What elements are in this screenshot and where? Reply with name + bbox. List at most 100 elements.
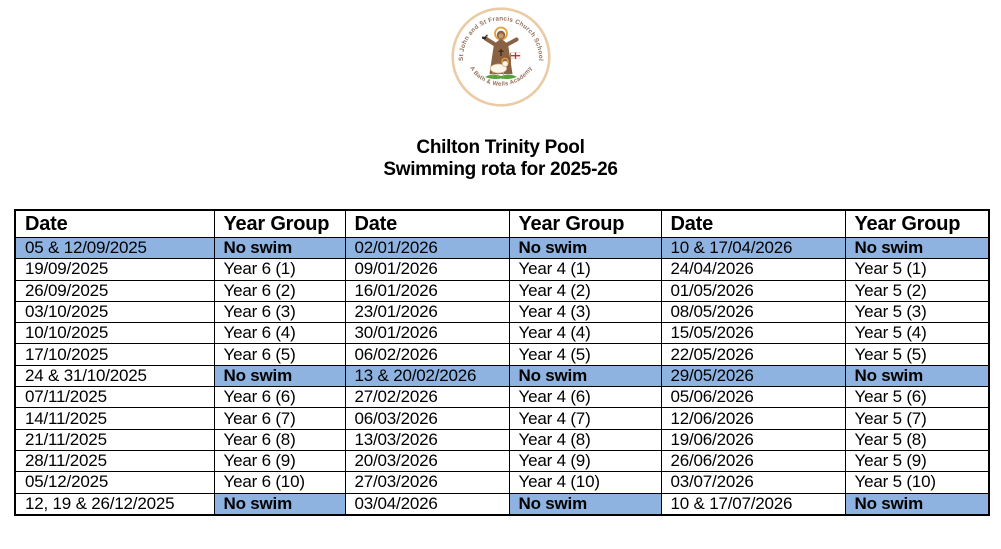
table-cell: 10/10/2025: [14, 322, 215, 345]
table-cell: 03/07/2026: [660, 471, 846, 494]
table-cell: 03/10/2025: [14, 300, 215, 324]
table-cell: Year 4 (7): [508, 407, 662, 430]
table-cell: 17/10/2025: [14, 343, 215, 366]
title-line-2: Swimming rota for 2025-26: [383, 159, 618, 180]
table-cell: No swim: [508, 364, 662, 388]
table-cell: No swim: [213, 364, 346, 388]
table-cell: Year 5 (5): [844, 343, 990, 366]
table-cell: Year 6 (9): [213, 449, 346, 473]
table-cell: Year 4 (5): [508, 343, 662, 366]
table-row: 17/10/2025 Year 6 (5) 06/02/2026 Year 4 (5)…: [14, 343, 990, 366]
cross-icon: [498, 49, 503, 56]
table-cell: 23/01/2026: [344, 300, 510, 324]
header-year-group-3: Year Group: [844, 209, 990, 238]
table-cell: 12, 19 & 26/12/2025: [14, 492, 215, 516]
table-cell: 20/03/2026: [344, 449, 510, 473]
table-cell: Year 4 (2): [508, 279, 662, 302]
table-cell: 06/03/2026: [344, 407, 510, 430]
table-cell: 27/03/2026: [344, 471, 510, 494]
header-date-2: Date: [344, 209, 510, 238]
table-cell: 13/03/2026: [344, 428, 510, 451]
table-row: 12, 19 & 26/12/2025 No swim 03/04/2026 No s…: [14, 492, 990, 516]
lamb-legs: [492, 72, 504, 77]
table-cell: 26/06/2026: [660, 449, 846, 473]
table-cell: Year 5 (8): [844, 428, 990, 451]
table-row: 05 & 12/09/2025 No swim 02/01/2026 No swim 1…: [14, 236, 990, 260]
table-cell: Year 6 (10): [213, 471, 346, 494]
table-cell: Year 5 (9): [844, 449, 990, 473]
flag-cross: [510, 52, 520, 59]
table-cell: 14/11/2025: [14, 407, 215, 430]
table-cell: Year 6 (7): [213, 407, 346, 430]
table-cell: 06/02/2026: [344, 343, 510, 366]
table-cell: 27/02/2026: [344, 386, 510, 409]
table-cell: Year 5 (1): [844, 258, 990, 281]
table-cell: 01/05/2026: [660, 279, 846, 302]
table-cell: Year 4 (8): [508, 428, 662, 451]
table-row: 03/10/2025 Year 6 (3) 23/01/2026 Year 4 (3)…: [14, 300, 990, 324]
header-date-1: Date: [14, 209, 215, 238]
table-row: 05/12/2025 Year 6 (10) 27/03/2026 Year 4 (1…: [14, 471, 990, 494]
table-cell: Year 4 (3): [508, 300, 662, 324]
table-cell: Year 6 (2): [213, 279, 346, 302]
document-title: Chilton Trinity Pool Swimming rota for 2…: [0, 137, 1001, 181]
table-cell: No swim: [508, 236, 662, 260]
table-cell: Year 6 (8): [213, 428, 346, 451]
table-cell: Year 5 (6): [844, 386, 990, 409]
school-logo: St John and St Francis Church School A B…: [450, 7, 551, 107]
table-cell: 05/06/2026: [660, 386, 846, 409]
table-cell: 09/01/2026: [344, 258, 510, 281]
table-cell: 22/05/2026: [660, 343, 846, 366]
table-cell: 12/06/2026: [660, 407, 846, 430]
header-row: Date Year Group Date Year Group Date Yea…: [14, 209, 990, 238]
table-cell: 24 & 31/10/2025: [14, 364, 215, 388]
saint-right-arm: [502, 37, 518, 48]
saint-and-lamb-emblem: [481, 26, 520, 79]
table-cell: 10 & 17/07/2026: [660, 492, 846, 516]
table-row: 28/11/2025 Year 6 (9) 20/03/2026 Year 4 (9)…: [14, 449, 990, 473]
table-cell: No swim: [844, 492, 990, 516]
table-cell: Year 6 (5): [213, 343, 346, 366]
header-year-group-2: Year Group: [508, 209, 662, 238]
saint-left-arm: [483, 36, 499, 48]
table-cell: Year 4 (9): [508, 449, 662, 473]
table-cell: Year 4 (10): [508, 471, 662, 494]
table-cell: 29/05/2026: [660, 364, 846, 388]
table-cell: Year 5 (4): [844, 322, 990, 345]
table-cell: 19/06/2026: [660, 428, 846, 451]
table-cell: 21/11/2025: [14, 428, 215, 451]
saint-face: [497, 33, 504, 39]
table-row: 14/11/2025 Year 6 (7) 06/03/2026 Year 4 (7)…: [14, 407, 990, 430]
table-cell: Year 4 (6): [508, 386, 662, 409]
header-date-3: Date: [660, 209, 846, 238]
table-row: 21/11/2025 Year 6 (8) 13/03/2026 Year 4 (8)…: [14, 428, 990, 451]
table-cell: 03/04/2026: [344, 492, 510, 516]
table-cell: Year 6 (4): [213, 322, 346, 345]
table-cell: 28/11/2025: [14, 449, 215, 473]
table-cell: No swim: [844, 364, 990, 388]
table-cell: 02/01/2026: [344, 236, 510, 260]
table-cell: 19/09/2025: [14, 258, 215, 281]
table-cell: Year 5 (2): [844, 279, 990, 302]
table-cell: 26/09/2025: [14, 279, 215, 302]
bird-icon: [481, 34, 488, 40]
table-cell: 15/05/2026: [660, 322, 846, 345]
table-cell: Year 6 (6): [213, 386, 346, 409]
table-cell: 05 & 12/09/2025: [14, 236, 215, 260]
table-cell: 10 & 17/04/2026: [660, 236, 846, 260]
table-row: 24 & 31/10/2025 No swim 13 & 20/02/2026 No …: [14, 364, 990, 388]
school-crest-icon: St John and St Francis Church School A B…: [450, 7, 551, 107]
table-cell: No swim: [844, 236, 990, 260]
lamb-head: [501, 60, 508, 67]
table-cell: 24/04/2026: [660, 258, 846, 281]
table-cell: No swim: [213, 492, 346, 516]
table-cell: 07/11/2025: [14, 386, 215, 409]
table-cell: 05/12/2025: [14, 471, 215, 494]
table-cell: Year 4 (4): [508, 322, 662, 345]
table-cell: 30/01/2026: [344, 322, 510, 345]
table-cell: 08/05/2026: [660, 300, 846, 324]
table-cell: Year 5 (7): [844, 407, 990, 430]
table-cell: 13 & 20/02/2026: [344, 364, 510, 388]
table-row: 10/10/2025 Year 6 (4) 30/01/2026 Year 4 (4)…: [14, 322, 990, 345]
